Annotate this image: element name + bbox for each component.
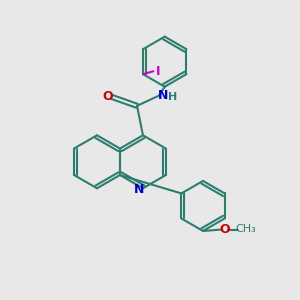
- Text: N: N: [158, 89, 169, 102]
- Text: O: O: [220, 223, 230, 236]
- Text: I: I: [155, 65, 160, 78]
- Text: O: O: [102, 91, 113, 103]
- Text: H: H: [168, 92, 177, 102]
- Text: CH₃: CH₃: [235, 224, 256, 235]
- Text: N: N: [134, 183, 144, 196]
